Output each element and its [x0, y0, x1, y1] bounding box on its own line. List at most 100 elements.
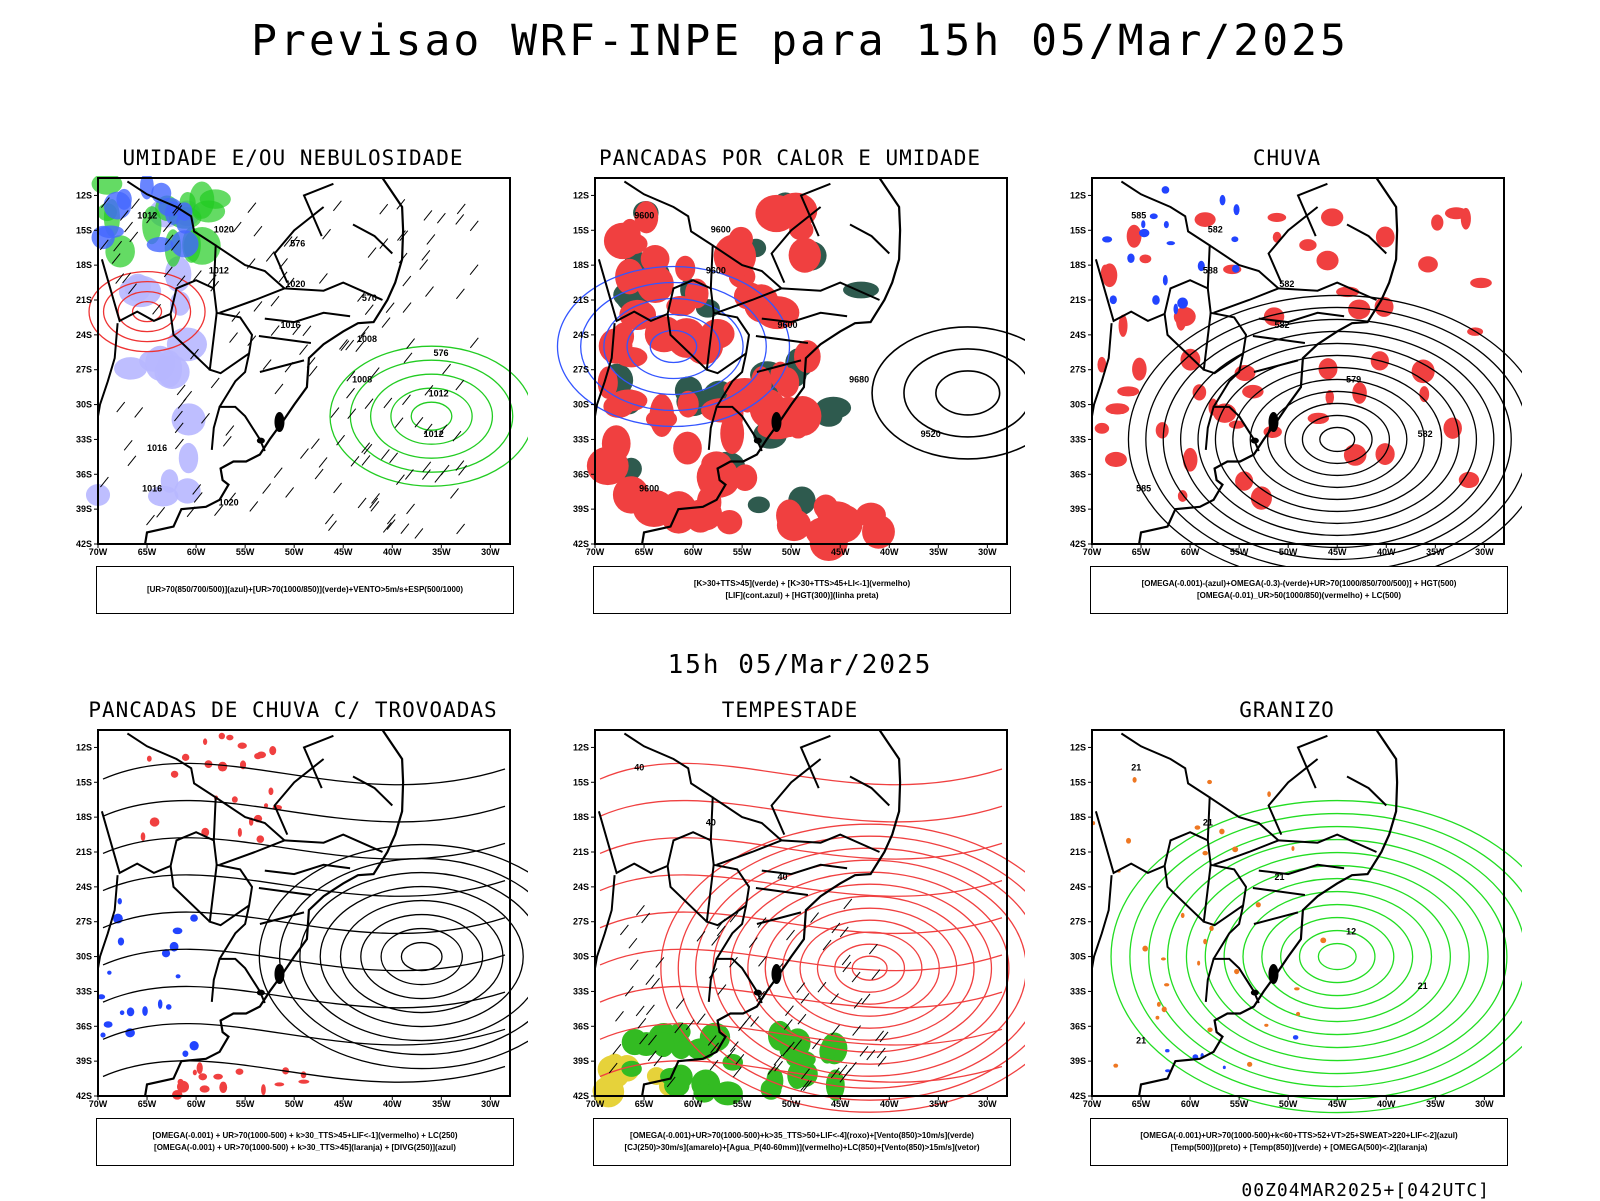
wind-vector-arrow — [289, 236, 298, 247]
storm-red-south-cell — [213, 1073, 223, 1080]
omega-rh-fill-cell — [1094, 422, 1110, 434]
li-fill-cell — [774, 192, 818, 229]
wind-vector-arrow — [300, 448, 309, 459]
storm-red-south — [172, 1062, 310, 1100]
wind-vector-arrow — [364, 304, 374, 316]
wind-vector-arrow — [122, 272, 132, 284]
lon-label: 40W — [383, 547, 402, 557]
border-line — [273, 758, 325, 835]
lat-label: 30S — [76, 400, 92, 410]
geo-lines — [594, 729, 902, 1097]
wind-vector-arrow — [324, 513, 334, 525]
lat-label: 27S — [76, 365, 92, 375]
wind850-vector-arrow — [629, 959, 639, 971]
li-fill-cell — [722, 391, 744, 434]
lat-label: 39S — [1070, 1056, 1086, 1066]
wind850-vector-arrow — [711, 935, 721, 946]
divg-blue-cell — [97, 994, 106, 1000]
border-line — [849, 223, 891, 255]
wind-vector-arrow — [146, 212, 155, 224]
lat-label: 30S — [1070, 400, 1086, 410]
wind850-vector-arrow — [847, 1061, 857, 1073]
border-line — [352, 223, 394, 255]
wind850-vector-arrow — [641, 912, 651, 924]
wind-vector-arrow — [146, 514, 155, 526]
lake-patos — [771, 964, 782, 984]
wind-vector-arrow — [424, 384, 434, 396]
border-line — [1253, 359, 1299, 373]
wind850-vector-arrow — [793, 1039, 802, 1051]
wind-vector-arrow — [162, 221, 172, 233]
wind-vector-arrow — [285, 487, 295, 498]
hail-blue-cell — [1292, 1035, 1299, 1040]
lat-label: 36S — [573, 469, 589, 479]
wind-vector-arrow — [274, 383, 284, 395]
li-fill-cell — [601, 425, 631, 463]
water-contour-line — [599, 948, 1003, 972]
wind850-vector-arrow — [879, 1031, 889, 1043]
li-fill-south-cell — [716, 509, 743, 535]
divg-blue-cell — [172, 927, 183, 935]
border-line — [1209, 796, 1280, 842]
border-line — [212, 288, 254, 408]
border-line — [284, 281, 383, 301]
wind-vector-arrow — [134, 407, 144, 418]
border-line — [756, 359, 802, 373]
border-line — [1120, 732, 1211, 841]
legend-line: [OMEGA(-0.001) + UR>70(1000-500) + k>30_… — [152, 1131, 458, 1140]
lon-label: 35W — [432, 1099, 451, 1109]
border-line — [1202, 864, 1244, 927]
wind-vector-arrow — [292, 324, 302, 336]
divg-blue-cell — [182, 1050, 189, 1057]
wind850-fill-cell — [652, 1032, 675, 1058]
border-line — [1278, 281, 1377, 301]
temp850-contour-line — [1223, 877, 1451, 1036]
contour-label: 588 — [1203, 265, 1218, 275]
streamline-line — [102, 1060, 506, 1083]
contour-label: 1012 — [137, 211, 157, 221]
wind850-vector-arrow — [810, 912, 819, 923]
border-line — [219, 839, 285, 866]
contour-label: 9600 — [777, 320, 797, 330]
wind-vector-arrow — [402, 394, 411, 406]
wind850-vector-arrow — [619, 924, 629, 936]
rh-mid-fill-cell — [174, 478, 201, 504]
omega-blue-cell — [1102, 236, 1113, 243]
lat-label: 33S — [573, 434, 589, 444]
lon-label: 50W — [782, 547, 801, 557]
lat-label: 36S — [573, 1021, 589, 1031]
lat-label: 18S — [573, 260, 589, 270]
border-line — [1091, 323, 1113, 417]
wind850-vector-arrow — [608, 1062, 618, 1074]
storm-red-cell — [231, 796, 238, 803]
wind-vector-arrow — [396, 474, 405, 486]
wind-vector-arrow — [339, 339, 348, 350]
omega-rh-fill-cell — [1177, 490, 1188, 502]
wind850-vector-arrow — [624, 985, 634, 997]
omega500-dot-cell — [1267, 791, 1271, 797]
hgt-contour-line — [903, 348, 1025, 438]
omega-rh-fill-cell — [1250, 486, 1272, 510]
storm-red-south-cell — [298, 1079, 310, 1084]
contour-label: 1012 — [429, 388, 449, 398]
wind-vector-arrow — [176, 275, 186, 286]
border-line — [100, 259, 215, 323]
omega-rh-fill-cell — [1132, 357, 1147, 381]
lon-label: 50W — [1279, 547, 1298, 557]
contour-label: 12 — [1346, 926, 1356, 936]
wind-vector-arrow — [345, 339, 355, 351]
legend-line: [OMEGA(-0.001)+UR>70(1000-500)+k<60+TTS>… — [1140, 1131, 1458, 1140]
hgt500-contour-line — [1319, 426, 1356, 453]
omega-rh-fill-cell — [1267, 212, 1287, 222]
panel-legend: [OMEGA(-0.001)+UR>70(1000-500)+k>35_TTS>… — [593, 1118, 1011, 1166]
border-line — [1213, 287, 1279, 314]
lc250-contour-line — [380, 927, 463, 986]
border-line — [1252, 335, 1306, 344]
temp850-contour-line — [1317, 942, 1357, 971]
wind-vector-arrow — [111, 253, 121, 264]
border-line — [97, 323, 119, 417]
rh-high-fill-cell — [139, 176, 154, 200]
wind-vector-arrow — [379, 203, 389, 215]
lat-label: 42S — [573, 1091, 589, 1101]
border-line — [302, 734, 334, 789]
